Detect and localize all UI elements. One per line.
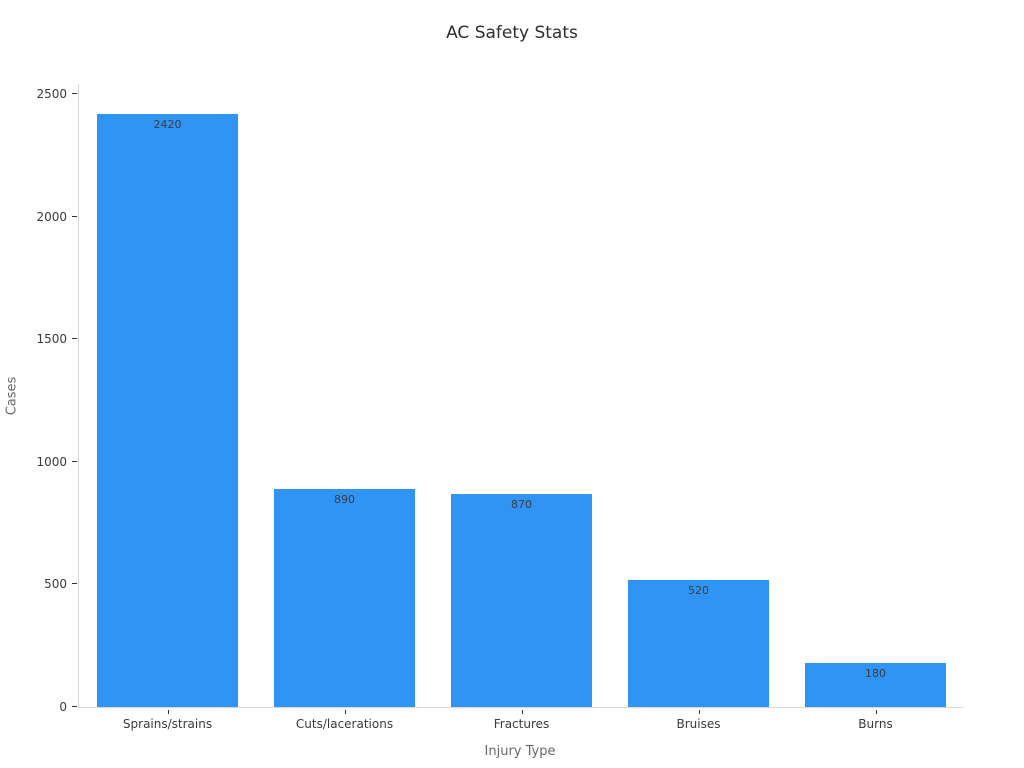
- bar-burns: 180: [804, 662, 947, 707]
- x-tick-mark: [167, 710, 169, 714]
- x-tick-label: Sprains/strains: [122, 717, 213, 731]
- x-tick-mark: [521, 710, 523, 714]
- x-tick-label: Fractures: [493, 717, 550, 731]
- bar-value-label: 890: [333, 492, 355, 506]
- y-tick-label: 2500: [36, 87, 67, 102]
- y-tick-mark: [72, 338, 77, 340]
- y-tick-mark: [72, 460, 77, 462]
- y-tick-label: 1500: [36, 332, 67, 347]
- y-tick-label: 500: [44, 577, 67, 592]
- bar-bruises: 520: [627, 579, 770, 707]
- bar-value-label: 2420: [153, 117, 182, 131]
- bar-cuts-lacerations: 890: [273, 488, 416, 707]
- y-tick-mark: [72, 706, 77, 707]
- plot-area: 0 500 1000 1500 2000 2500 2420 890 870 520 180 Sp…: [36, 84, 964, 731]
- x-tick-label: Bruises: [676, 717, 721, 731]
- y-tick-mark: [72, 215, 77, 217]
- y-tick-mark: [72, 93, 77, 95]
- bar-value-label: 870: [510, 497, 532, 511]
- y-tick-mark: [72, 583, 77, 585]
- y-tick-label: 2000: [36, 209, 67, 224]
- x-axis-label: Injury Type: [484, 744, 556, 759]
- bar-fractures: 870: [450, 493, 593, 707]
- x-tick-mark: [875, 710, 877, 714]
- y-tick-label: 1000: [36, 454, 67, 469]
- x-tick-mark: [344, 710, 346, 714]
- y-tick-label: 0: [59, 700, 67, 714]
- bar-value-label: 520: [687, 583, 709, 597]
- x-tick-label: Cuts/lacerations: [295, 717, 394, 731]
- x-tick-mark: [698, 710, 700, 714]
- bar-value-label: 180: [864, 666, 886, 680]
- y-axis-label: Cases: [4, 376, 20, 416]
- chart-title: AC Safety Stats: [446, 23, 578, 43]
- x-tick-label: Burns: [858, 717, 893, 731]
- bar-sprains-strains: 2420: [96, 113, 239, 707]
